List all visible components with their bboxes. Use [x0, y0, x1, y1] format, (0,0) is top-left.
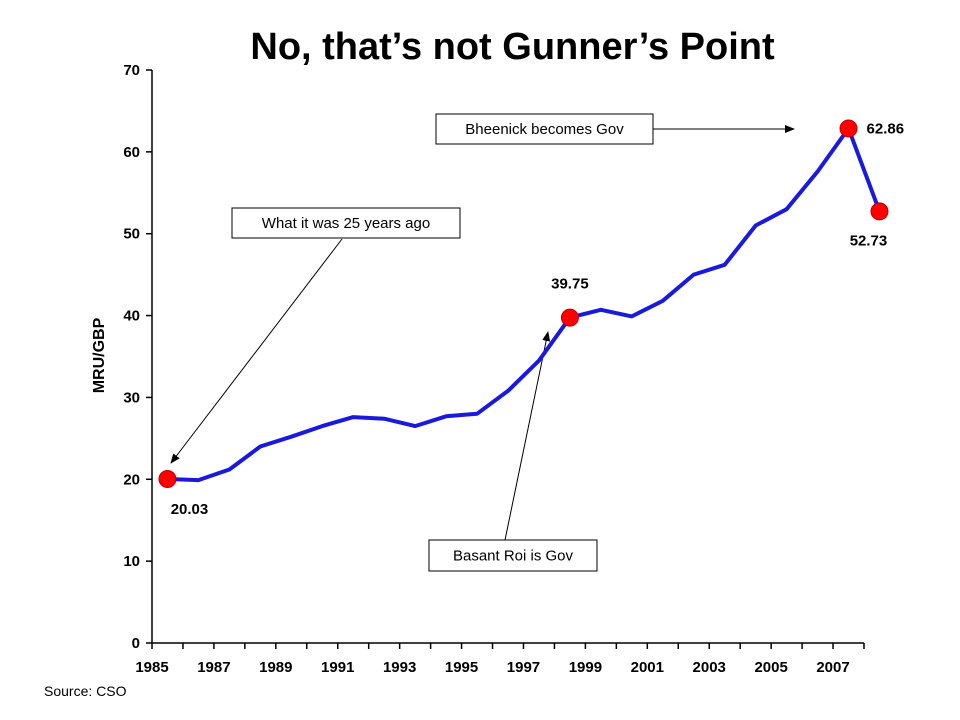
highlight-point [839, 119, 858, 138]
x-ticks: 1985 1987 1989 1991 1993 1995 1997 1999 2001 2003… [135, 643, 865, 676]
data-label: 62.86 [867, 120, 905, 137]
x-tick-label: 1991 [321, 659, 354, 676]
data-label: 52.73 [850, 232, 888, 249]
chart-title: No, that’s not Gunner’s Point [250, 26, 775, 68]
x-tick-label: 2007 [816, 659, 849, 676]
highlight-point [560, 308, 579, 327]
annotation-text: Basant Roi is Gov [453, 548, 574, 565]
source-note: Source: CSO [44, 683, 127, 699]
y-axis-label: MRU/GBP [91, 317, 108, 393]
annotation-box [231, 207, 461, 239]
x-tick-label: 2005 [754, 659, 787, 676]
x-tick-label: 1987 [197, 659, 230, 676]
highlight-point [870, 202, 889, 221]
x-tick-label: 2001 [631, 659, 664, 676]
annotation-arrow [170, 238, 343, 464]
annotation-box [435, 113, 654, 145]
data-label: 39.75 [551, 276, 589, 293]
y-tick-label: 10 [123, 553, 140, 570]
x-tick-label: 2003 [693, 659, 726, 676]
annotation-box [428, 539, 598, 572]
y-tick-label: 30 [123, 389, 140, 406]
x-tick-label: 1985 [135, 659, 168, 676]
y-tick-label: 70 [123, 62, 140, 79]
y-tick-label: 20 [123, 471, 140, 488]
y-tick-label: 60 [123, 144, 140, 161]
y-tick-label: 40 [123, 308, 140, 325]
x-tick-label: 1995 [445, 659, 478, 676]
data-label: 20.03 [171, 501, 209, 518]
x-tick-label: 1989 [259, 659, 292, 676]
annotation-layer: What it was 25 years ago Basant Roi is Go… [170, 113, 795, 572]
x-tick-label: 1999 [569, 659, 602, 676]
highlight-layer: 20.03 39.75 62.86 52.73 [158, 119, 905, 518]
y-tick-label: 50 [123, 226, 140, 243]
series-line-mru-gbp [165, 126, 882, 483]
y-ticks: 0 10 20 30 40 50 60 70 [123, 62, 152, 652]
highlight-point [158, 470, 177, 489]
annotation-arrow [504, 331, 551, 541]
annotation-text: What it was 25 years ago [262, 215, 430, 232]
x-tick-label: 1993 [383, 659, 416, 676]
annotation-text: Bheenick becomes Gov [465, 121, 624, 138]
y-tick-label: 0 [132, 635, 140, 652]
x-tick-label: 1997 [507, 659, 540, 676]
